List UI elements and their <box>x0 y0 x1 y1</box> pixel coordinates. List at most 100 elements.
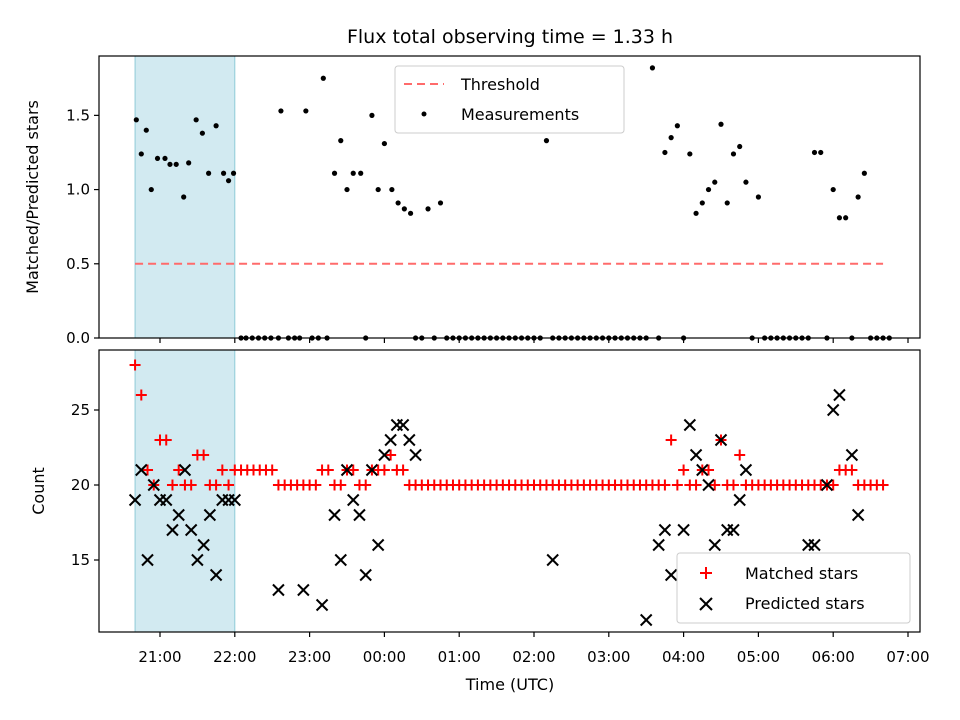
matched-stars-point <box>223 479 235 491</box>
matched-stars-point <box>703 464 715 476</box>
x-tick-label: 05:00 <box>737 648 780 666</box>
predicted-stars-point <box>664 568 678 582</box>
measurement-point <box>662 149 668 156</box>
predicted-stars-point <box>714 433 728 447</box>
predicted-stars-point <box>334 553 347 567</box>
predicted-stars-point <box>639 613 653 627</box>
predicted-stars-point <box>359 568 372 582</box>
bottom-ticks: 21:00 22:00 23:00 00:00 01:00 02:00 03:00 04:00… <box>71 401 930 666</box>
predicted-stars-point <box>851 508 865 522</box>
top-legend: Threshold Measurements <box>394 65 625 134</box>
measurement-point <box>668 135 674 141</box>
matched-stars-point <box>877 479 889 491</box>
predicted-stars-point <box>166 523 179 537</box>
measurement-point <box>830 186 836 193</box>
matched-stars-point <box>266 464 278 476</box>
matched-stars-point <box>665 434 677 446</box>
measurement-point <box>350 170 356 176</box>
measurement-point <box>730 151 737 157</box>
measurement-point <box>154 155 161 162</box>
predicted-stars-point <box>297 583 310 597</box>
measurement-point <box>836 215 843 221</box>
measurement-point <box>389 186 395 193</box>
legend-predicted-label: Predicted stars <box>745 594 865 613</box>
x-tick-label: 23:00 <box>288 648 331 666</box>
measurement-point <box>401 206 407 212</box>
x-axis-label: Time (UTC) <box>465 675 554 694</box>
top-axes-frame <box>98 55 921 339</box>
predicted-stars-point <box>209 568 223 582</box>
predicted-stars-point <box>347 493 360 507</box>
matched-stars-point <box>185 479 197 491</box>
predicted-stars-point <box>733 493 746 507</box>
x-tick-label: 04:00 <box>662 648 705 666</box>
matched-stars-point <box>335 479 347 491</box>
measurement-point <box>278 108 284 114</box>
measurement-point <box>186 160 192 166</box>
matched-stars-point <box>142 464 154 476</box>
predicted-stars-point <box>141 553 154 567</box>
predicted-stars-point <box>371 538 385 552</box>
measurement-point <box>712 179 718 185</box>
predicted-stars-point <box>184 523 198 537</box>
matched-stars-point <box>397 464 409 476</box>
measurement-point <box>811 149 818 156</box>
matched-stars-point <box>166 479 178 491</box>
measurement-point <box>331 170 338 176</box>
measurement-point <box>649 65 656 71</box>
bottom-legend-box <box>676 552 911 624</box>
measurement-point <box>199 130 205 136</box>
predicted-stars-point <box>546 553 559 567</box>
predicted-stars-point <box>328 508 341 522</box>
predicted-stars-point <box>702 478 715 492</box>
matched-stars-point <box>198 449 210 461</box>
bottom-shaded-interval <box>134 349 236 633</box>
measurement-point <box>699 200 705 206</box>
measurement-point <box>133 117 139 123</box>
x-tick-label: 02:00 <box>512 648 555 666</box>
measurement-point <box>705 186 712 193</box>
measurement-point <box>407 210 414 216</box>
measurement-point <box>225 178 232 184</box>
bottom-ylabel: Count <box>29 467 48 515</box>
predicted-stars-point <box>409 448 422 462</box>
measurement-point <box>344 186 350 193</box>
bottom-panel: 21:00 22:00 23:00 00:00 01:00 02:00 03:00 04:00… <box>29 349 930 694</box>
matched-stars-point <box>385 449 397 461</box>
measurement-point <box>148 186 154 193</box>
predicted-stars-point <box>652 538 665 552</box>
matched-stars-point <box>734 449 746 461</box>
measurement-point <box>193 117 199 123</box>
measurement-point <box>693 210 699 216</box>
measurement-point <box>737 143 743 150</box>
y-tick-label: 25 <box>71 401 90 419</box>
y-tick-label: 20 <box>71 476 90 494</box>
predicted-stars-point <box>721 523 734 537</box>
matched-stars-point <box>846 464 858 476</box>
predicted-stars-point <box>147 478 160 492</box>
y-tick-label: 1.5 <box>66 106 90 124</box>
measurement-point <box>173 161 179 167</box>
predicted-stars-point <box>696 463 709 477</box>
predicted-stars-point <box>689 448 703 462</box>
bottom-legend: Matched stars Predicted stars <box>676 552 911 624</box>
legend-predicted-swatch <box>699 597 713 611</box>
measurement-point <box>358 170 364 176</box>
bottom-axes-frame <box>98 349 921 633</box>
matched-stars-point <box>173 464 185 476</box>
predicted-stars-point <box>390 418 404 432</box>
measurement-point <box>167 161 173 167</box>
predicted-stars-point <box>203 508 217 522</box>
predicted-stars-point <box>802 538 815 552</box>
matched-stars-point <box>827 479 839 491</box>
matched-stars-point <box>378 464 390 476</box>
y-tick-label: 0.0 <box>66 329 90 347</box>
matched-stars-point <box>727 479 739 491</box>
measurement-point <box>338 138 344 144</box>
legend-threshold-label: Threshold <box>460 75 540 94</box>
measurement-point <box>213 123 219 129</box>
matched-stars-point <box>360 479 372 491</box>
predicted-stars-point <box>340 463 354 477</box>
measurement-point <box>543 138 550 144</box>
matched-stars-point <box>129 359 141 371</box>
